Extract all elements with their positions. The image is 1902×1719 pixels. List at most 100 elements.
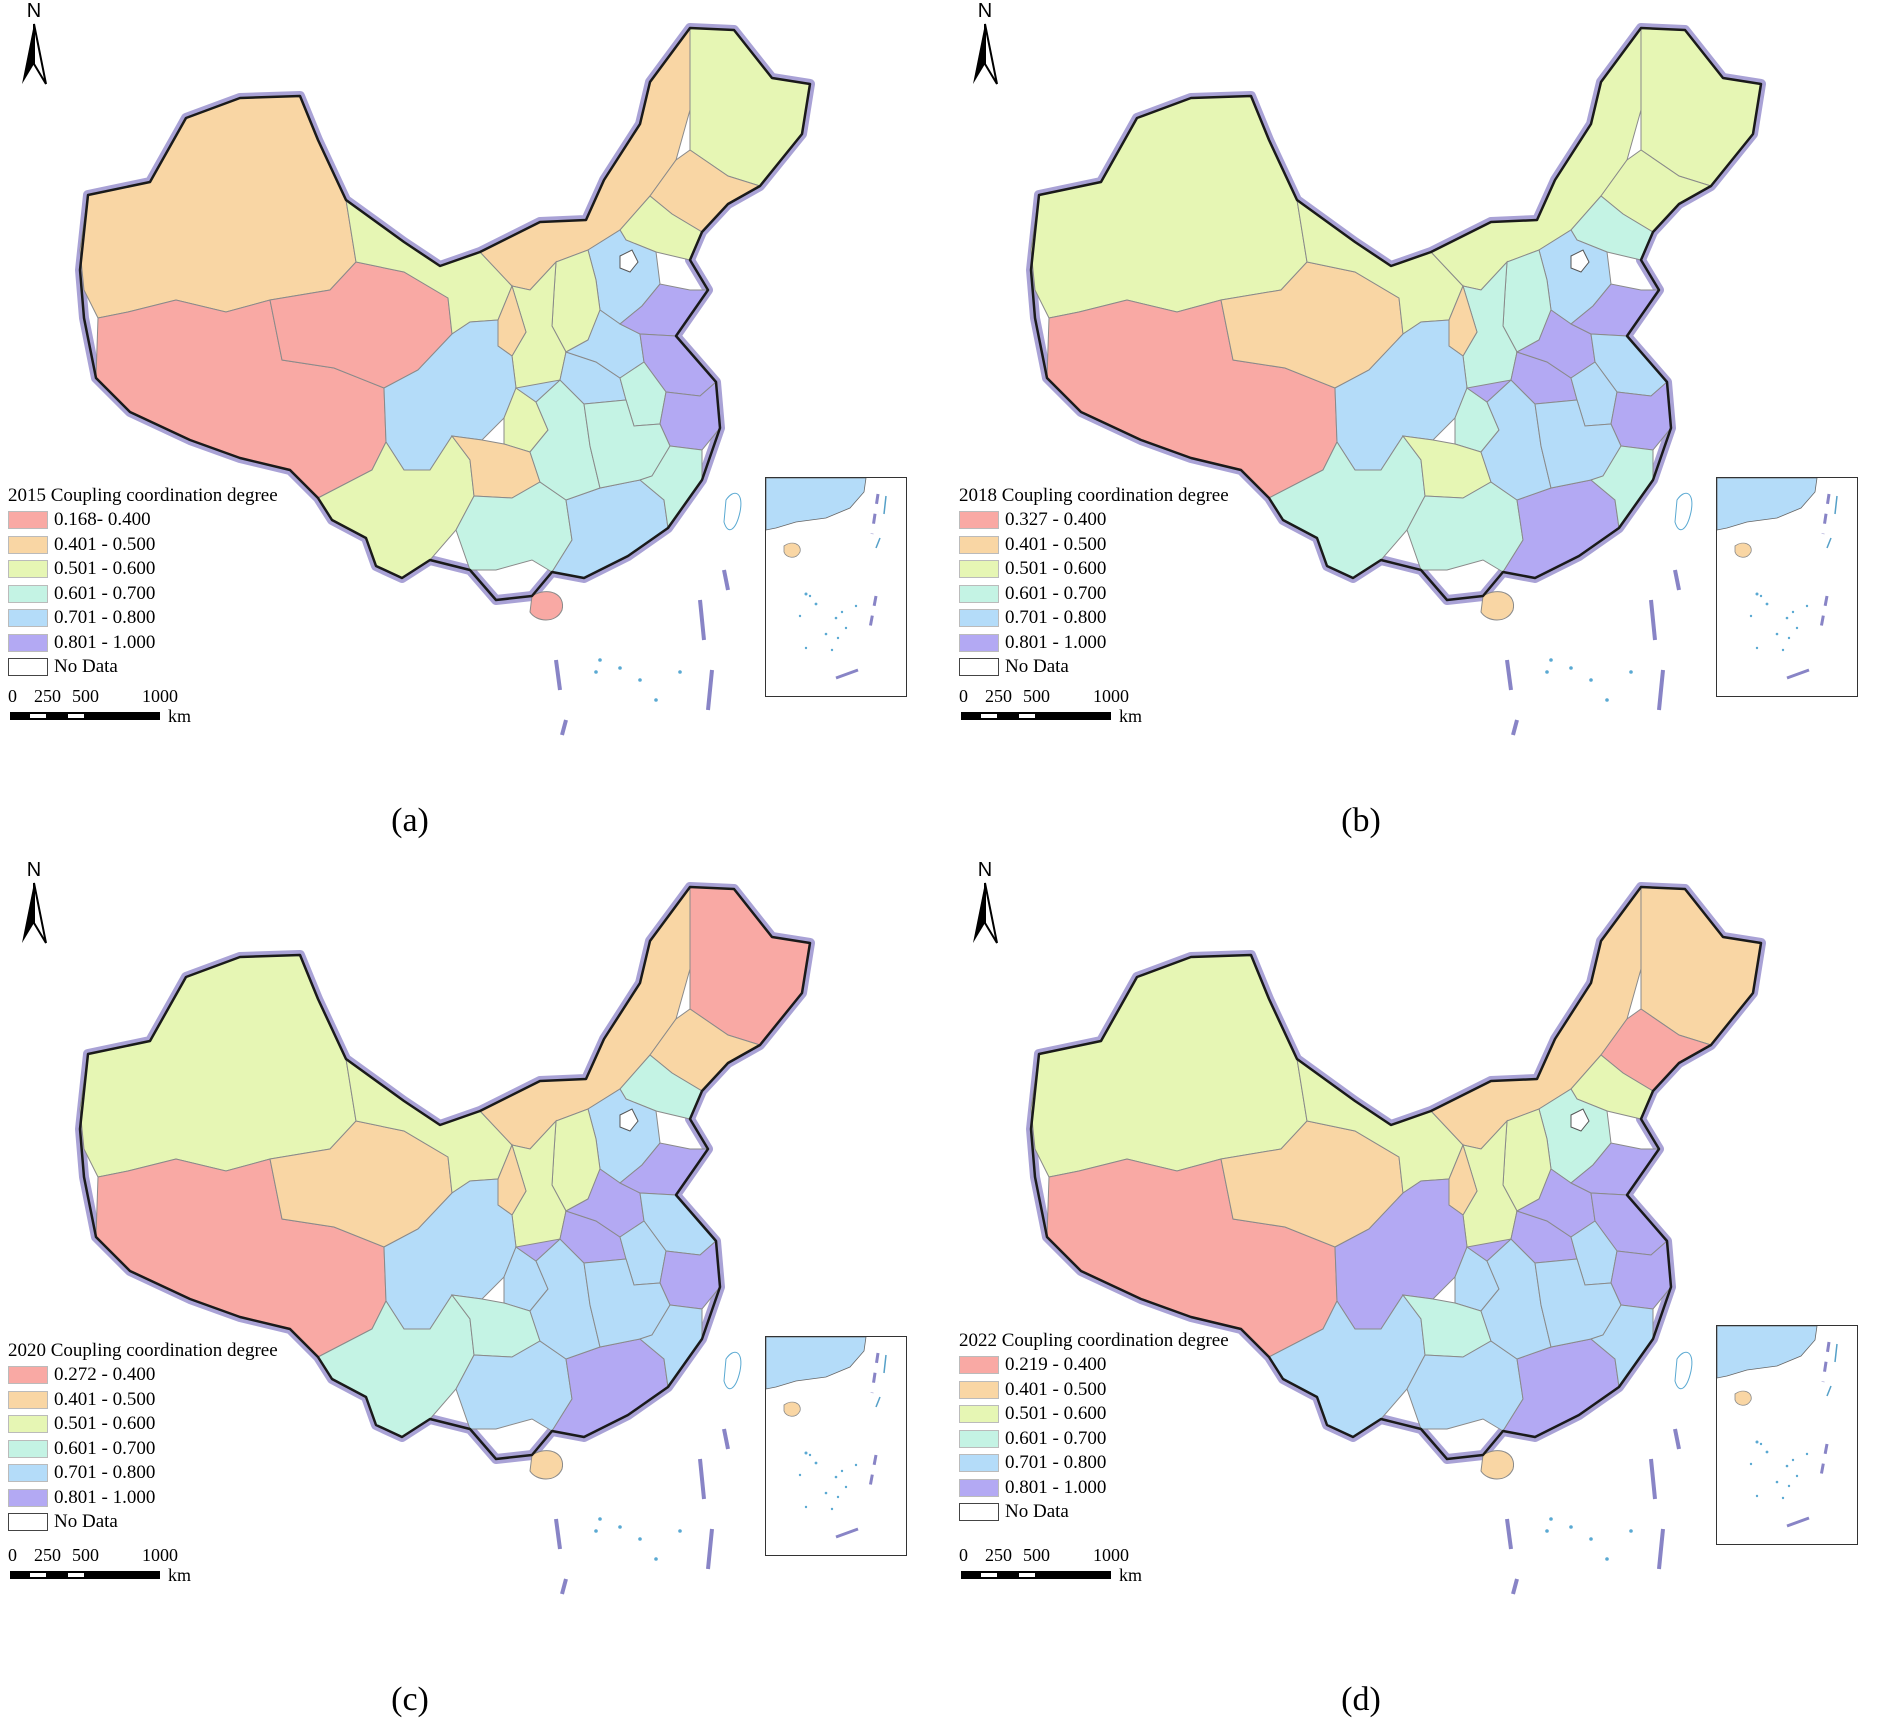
scale-bar-line xyxy=(10,712,160,720)
legend-label-no-data: No Data xyxy=(54,1511,118,1533)
north-arrow-icon xyxy=(973,23,998,85)
china-map xyxy=(1026,882,1766,1595)
scale-bar-line xyxy=(10,1571,160,1579)
island-dot xyxy=(598,658,602,662)
south-china-sea-inset xyxy=(1716,477,1858,697)
scale-tick-0: 0 xyxy=(8,1545,17,1565)
legend: 2018 Coupling coordination degree 0.327 … xyxy=(959,484,1229,680)
north-label: N xyxy=(977,0,993,22)
nine-dash-line xyxy=(554,1518,562,1550)
legend-item: 0.801 - 1.000 xyxy=(8,631,278,656)
legend-label: 0.601 - 0.700 xyxy=(54,1437,156,1459)
inset-map xyxy=(1717,1326,1838,1528)
legend-swatch xyxy=(8,609,48,628)
province-beijing xyxy=(619,1108,639,1132)
scale-unit: km xyxy=(1119,706,1143,726)
legend-item: 0.401 - 0.500 xyxy=(8,1388,278,1413)
island-dot xyxy=(1629,1529,1633,1533)
north-label: N xyxy=(977,859,993,881)
island-dot xyxy=(1549,1517,1553,1521)
legend-swatch xyxy=(8,1415,48,1434)
nine-dash-line xyxy=(1657,1528,1665,1570)
legend-label: 0.601 - 0.700 xyxy=(54,582,156,604)
national-border xyxy=(1029,26,1763,602)
map-panel-3: N 2020 Coupling coordination degree 0.27… xyxy=(0,859,951,1718)
legend-item: 0.501 - 0.600 xyxy=(959,1402,1229,1427)
legend-swatch xyxy=(959,584,999,603)
legend-label: 0.701 - 0.800 xyxy=(1005,1452,1107,1474)
china-map xyxy=(75,23,815,736)
legend-swatch xyxy=(959,609,999,628)
scale-unit: km xyxy=(168,1565,192,1585)
legend-item: 0.701 - 0.800 xyxy=(8,1461,278,1486)
north-arrow-icon xyxy=(22,23,47,85)
island-dot xyxy=(594,1529,598,1533)
province-beijing xyxy=(1570,249,1590,273)
legend-label: 0.327 - 0.400 xyxy=(1005,509,1107,531)
scale-unit: km xyxy=(168,706,192,726)
legend-item: 0.272 - 0.400 xyxy=(8,1363,278,1388)
legend-item: 0.601 - 0.700 xyxy=(959,582,1229,607)
island-dot xyxy=(638,678,642,682)
island-dot xyxy=(1589,678,1593,682)
legend-item: 0.401 - 0.500 xyxy=(959,1378,1229,1403)
province-fujian xyxy=(1589,445,1654,530)
nine-dash-line xyxy=(722,569,730,591)
legend-swatch xyxy=(959,535,999,554)
legend: 2020 Coupling coordination degree 0.272 … xyxy=(8,1339,278,1535)
legend-swatch xyxy=(8,1366,48,1385)
island-dot xyxy=(654,698,658,702)
legend-item: 0.501 - 0.600 xyxy=(8,1412,278,1437)
island-dot xyxy=(618,1525,622,1529)
legend-swatch xyxy=(8,1439,48,1458)
panel-caption: (d) xyxy=(1341,1681,1381,1718)
legend-label: 0.801 - 1.000 xyxy=(54,631,156,653)
legend: 2015 Coupling coordination degree 0.168-… xyxy=(8,484,278,680)
legend-swatch-no-data xyxy=(959,1503,999,1522)
province-taiwan xyxy=(1674,1351,1693,1390)
scale-tick-1000: 1000 xyxy=(1093,1545,1129,1565)
scale-tick-500: 500 xyxy=(72,686,99,706)
legend-swatch xyxy=(959,1478,999,1497)
legend-swatch xyxy=(959,511,999,530)
legend-swatch xyxy=(959,560,999,579)
scale-bar: 0 250 500 1000 km xyxy=(959,1545,1159,1585)
island-dot xyxy=(1605,698,1609,702)
south-china-sea-inset xyxy=(1716,1325,1858,1545)
nine-dash-line xyxy=(1505,659,1513,691)
nine-dash-line xyxy=(706,1528,714,1570)
nine-dash-line xyxy=(1511,1578,1519,1595)
north-label: N xyxy=(26,859,42,881)
island-dot xyxy=(1545,1529,1549,1533)
scale-tick-250: 250 xyxy=(34,1545,61,1565)
legend-item: 0.701 - 0.800 xyxy=(959,1451,1229,1476)
legend-title: 2020 Coupling coordination degree xyxy=(8,1340,278,1361)
legend-item-no-data: No Data xyxy=(8,1510,278,1535)
legend-swatch xyxy=(959,1380,999,1399)
south-china-sea-inset xyxy=(765,477,907,697)
legend-label-no-data: No Data xyxy=(1005,656,1069,678)
scale-tick-1000: 1000 xyxy=(142,686,178,706)
legend-item: 0.401 - 0.500 xyxy=(959,533,1229,558)
scale-tick-250: 250 xyxy=(985,1545,1012,1565)
scale-tick-1000: 1000 xyxy=(1093,686,1129,706)
legend-label: 0.801 - 1.000 xyxy=(54,1486,156,1508)
national-border xyxy=(78,26,812,602)
scale-bar: 0 250 500 1000 km xyxy=(959,686,1159,726)
scale-tick-500: 500 xyxy=(1023,686,1050,706)
legend-label: 0.501 - 0.600 xyxy=(54,1413,156,1435)
nine-dash-line xyxy=(706,669,714,711)
legend-swatch xyxy=(8,1488,48,1507)
legend-swatch-no-data xyxy=(8,1513,48,1532)
nine-dash-line xyxy=(698,1458,706,1500)
legend-item: 0.601 - 0.700 xyxy=(959,1427,1229,1452)
inset-map xyxy=(766,478,887,680)
island-dot xyxy=(1549,658,1553,662)
legend-swatch xyxy=(8,1464,48,1483)
inset-map xyxy=(1717,478,1838,680)
china-map xyxy=(1026,23,1766,736)
legend-item: 0.168- 0.400 xyxy=(8,508,278,533)
map-panel-2: N 2018 Coupling coordination degree 0.32… xyxy=(951,0,1902,859)
legend-title: 2015 Coupling coordination degree xyxy=(8,485,278,506)
province-taiwan xyxy=(723,492,742,531)
